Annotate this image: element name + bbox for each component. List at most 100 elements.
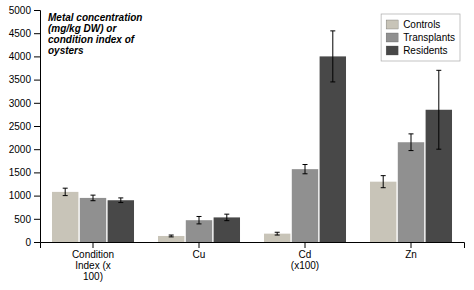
error-bar — [381, 176, 386, 188]
x-tick: Cd(x100) — [291, 242, 319, 271]
y-tick-mark — [34, 80, 40, 81]
bar — [80, 198, 106, 242]
legend-frame — [381, 14, 460, 61]
error-bar-cap — [436, 70, 441, 71]
error-bar-cap — [63, 188, 68, 189]
x-tick-mark — [199, 242, 200, 248]
legend: Controls Transplants Residents — [381, 14, 460, 61]
x-tick-label-line: Zn — [405, 249, 417, 260]
error-bar-cap — [275, 235, 280, 236]
error-bar-cap — [169, 235, 174, 236]
legend-item: Controls — [386, 19, 440, 30]
error-bar — [436, 70, 441, 149]
error-bar-line — [411, 134, 412, 151]
y-tick-mark — [34, 196, 40, 197]
y-tick-mark — [34, 149, 40, 150]
x-tick-mark — [93, 242, 94, 248]
error-bar — [409, 134, 414, 151]
y-tick-label: 2000 — [9, 144, 32, 155]
y-tick: 4500 — [9, 28, 40, 39]
bar — [52, 192, 78, 242]
error-bar-cap — [118, 197, 123, 198]
x-tick-label: ConditionIndex (x100) — [72, 249, 114, 282]
error-bar-line — [65, 188, 66, 195]
y-tick-label: 1500 — [9, 167, 32, 178]
y-tick: 2500 — [9, 121, 40, 132]
bar — [370, 182, 396, 242]
x-tick-label-line: Cu — [193, 249, 206, 260]
x-tick-label: Cd(x100) — [291, 249, 319, 271]
y-tick-label: 0 — [25, 237, 31, 248]
x-tick-label: Zn — [405, 249, 417, 260]
error-bar — [303, 165, 308, 174]
bar — [158, 236, 184, 242]
y-tick-mark — [34, 103, 40, 104]
x-tick: Zn — [405, 242, 417, 260]
error-bar-cap — [197, 223, 202, 224]
x-tick: ConditionIndex (x100) — [72, 242, 114, 282]
error-bar — [224, 214, 229, 220]
error-bar-cap — [224, 214, 229, 215]
error-bar — [118, 198, 123, 203]
bar — [292, 169, 318, 242]
y-axis-title-line: (mg/kg DW) or — [48, 23, 117, 34]
error-bar-cap — [197, 216, 202, 217]
error-bar-line — [199, 216, 200, 223]
error-bar-cap — [330, 30, 335, 31]
error-bar-cap — [63, 195, 68, 196]
error-bar-cap — [303, 164, 308, 165]
y-tick-mark — [34, 219, 40, 220]
y-tick-mark — [34, 126, 40, 127]
y-tick-label: 4500 — [9, 28, 32, 39]
y-tick: 5000 — [9, 5, 40, 16]
error-bar-line — [120, 198, 121, 203]
y-tick-label: 1000 — [9, 190, 32, 201]
legend-label: Residents — [403, 45, 447, 56]
y-tick-label: 3000 — [9, 98, 32, 109]
error-bar — [275, 232, 280, 235]
y-tick-label: 5000 — [9, 5, 32, 16]
error-bar — [63, 188, 68, 195]
error-bar-cap — [330, 81, 335, 82]
legend-swatch — [386, 46, 398, 55]
error-bar-line — [305, 165, 306, 174]
y-tick-mark — [34, 172, 40, 173]
plot: 0500100015002000250030003500400045005000… — [9, 5, 465, 282]
y-tick-mark — [34, 10, 40, 11]
error-bar-cap — [409, 150, 414, 151]
x-tick-mark — [411, 242, 412, 248]
legend-swatch — [386, 33, 398, 42]
y-tick: 1000 — [9, 190, 40, 201]
y-axis: 0500100015002000250030003500400045005000 — [9, 5, 41, 248]
error-bar-line — [332, 31, 333, 82]
error-bar-cap — [436, 149, 441, 150]
x-tick-label-line: (x100) — [291, 260, 319, 271]
legend-item: Residents — [386, 45, 447, 56]
y-tick: 3000 — [9, 98, 40, 109]
y-tick-label: 500 — [14, 214, 31, 225]
error-bar-line — [383, 176, 384, 188]
error-bar-line — [438, 70, 439, 149]
legend-swatch — [386, 20, 398, 29]
legend-item: Transplants — [386, 32, 455, 43]
y-axis-line — [34, 11, 41, 243]
error-bar-cap — [118, 202, 123, 203]
legend-label: Controls — [403, 19, 440, 30]
error-bar-line — [226, 214, 227, 220]
y-tick-label: 2500 — [9, 121, 32, 132]
error-bar-cap — [409, 133, 414, 134]
legend-label: Transplants — [403, 32, 455, 43]
x-axis-line — [41, 243, 465, 249]
bar — [264, 234, 290, 242]
bar — [186, 220, 212, 242]
error-bar-cap — [91, 200, 96, 201]
y-tick: 4000 — [9, 51, 40, 62]
y-tick-mark — [34, 33, 40, 34]
bars — [52, 31, 452, 242]
x-tick-mark — [305, 242, 306, 248]
bar — [214, 217, 240, 242]
y-tick: 1500 — [9, 167, 40, 178]
series — [80, 134, 424, 242]
error-bar-cap — [381, 175, 386, 176]
error-bar-cap — [381, 187, 386, 188]
